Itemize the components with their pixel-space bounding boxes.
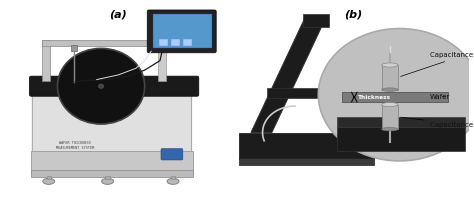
Ellipse shape <box>43 178 55 184</box>
Bar <box>159 39 168 46</box>
Circle shape <box>57 48 145 124</box>
Bar <box>105 176 110 179</box>
Ellipse shape <box>101 178 114 184</box>
Polygon shape <box>251 19 325 133</box>
Bar <box>337 117 465 127</box>
Bar <box>31 151 192 174</box>
FancyBboxPatch shape <box>161 149 183 160</box>
Bar <box>382 65 398 90</box>
Bar <box>71 45 77 51</box>
Bar <box>158 21 166 82</box>
Bar <box>171 39 180 46</box>
Text: WAFER THICKNESS
MEASUREMENT SYSTEM: WAFER THICKNESS MEASUREMENT SYSTEM <box>56 141 94 150</box>
Bar <box>382 105 398 129</box>
Text: (b): (b) <box>344 10 362 20</box>
Text: Wafer: Wafer <box>430 94 450 100</box>
Bar <box>328 84 338 102</box>
Circle shape <box>319 29 474 161</box>
Bar <box>158 26 184 30</box>
Bar <box>171 176 175 179</box>
Bar <box>239 158 374 165</box>
Circle shape <box>99 84 104 88</box>
FancyBboxPatch shape <box>32 77 191 167</box>
Bar <box>183 39 192 46</box>
FancyBboxPatch shape <box>147 10 216 53</box>
Bar <box>31 170 192 177</box>
FancyBboxPatch shape <box>239 133 374 159</box>
FancyBboxPatch shape <box>154 14 212 48</box>
Bar <box>42 40 147 46</box>
Ellipse shape <box>382 88 398 91</box>
Ellipse shape <box>382 63 398 67</box>
Text: Capacitance Sensor: Capacitance Sensor <box>401 117 474 128</box>
Text: Thickness: Thickness <box>357 95 391 99</box>
Bar <box>267 88 332 98</box>
FancyBboxPatch shape <box>29 76 199 96</box>
Ellipse shape <box>167 178 179 184</box>
Ellipse shape <box>382 102 398 107</box>
Text: (a): (a) <box>109 10 128 20</box>
Bar <box>42 40 50 82</box>
Bar <box>46 176 51 179</box>
Ellipse shape <box>382 127 398 131</box>
Bar <box>341 92 448 102</box>
Text: Capacitance Sensor: Capacitance Sensor <box>401 52 474 76</box>
Bar <box>337 127 465 151</box>
Bar <box>303 14 329 27</box>
